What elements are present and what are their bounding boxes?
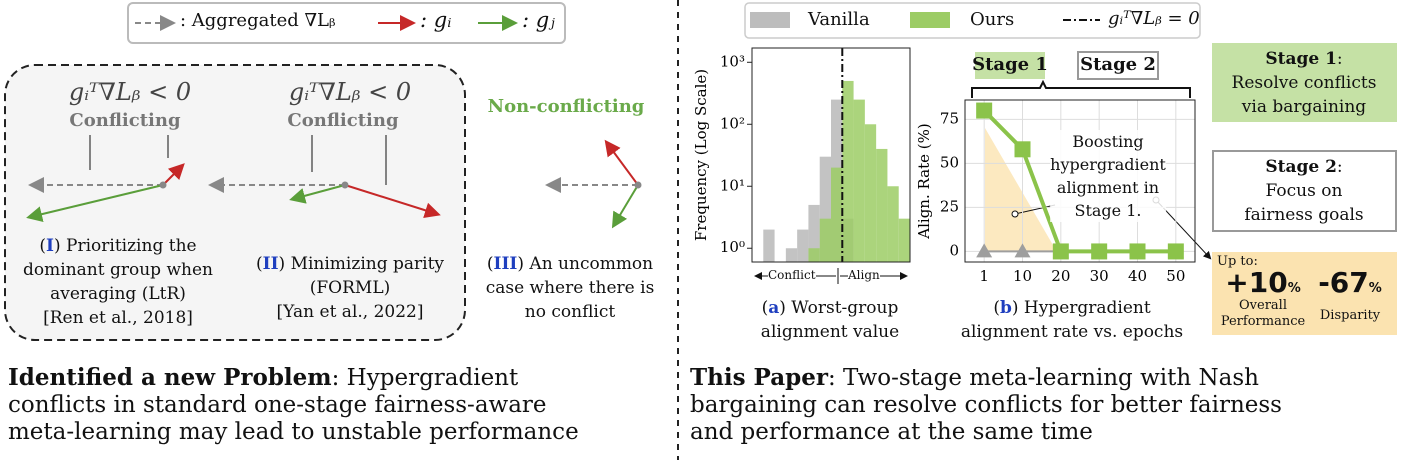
plot-frame (751, 47, 911, 263)
paper-statement: This Paper: Two-stage meta-learning with… (690, 364, 1282, 445)
marker (1014, 141, 1031, 158)
stage-2-text: Stage 2: Focus on fairness goals (1244, 157, 1364, 225)
gain-value: -67% (1318, 266, 1382, 299)
legend-label: gᵢᵀ∇Lᵦ = 0 (1108, 8, 1200, 29)
gains-box (1212, 252, 1397, 335)
legend-label: Vanilla (808, 9, 870, 30)
case-3-vectors (545, 139, 642, 229)
stage-label: Stage 2 (1080, 54, 1156, 75)
hist-bar (853, 99, 865, 262)
y-axis-label: Align. Rate (%) (915, 123, 933, 239)
hist-bar (763, 229, 775, 262)
x-tick-label: 20 (1051, 267, 1070, 285)
stage-label: Stage 1 (972, 54, 1048, 75)
marker (1167, 243, 1184, 260)
y-tick-label: 50 (940, 153, 959, 171)
hist-bar (842, 80, 854, 262)
hist-caption: (a) Worst-group alignment value (760, 298, 900, 342)
hist-bar (819, 156, 831, 262)
legend-label: : gⱼ (522, 8, 555, 32)
condition: gᵢᵀ∇Lᵦ < 0 (68, 78, 192, 106)
legend-box (127, 2, 566, 44)
x-tick-label: 50 (1166, 267, 1185, 285)
case-label: Non-conflicting (487, 96, 645, 117)
hist-bar (808, 248, 820, 262)
condition: gᵢᵀ∇Lᵦ < 0 (288, 78, 412, 106)
y-tick-label: 10⁰ (720, 238, 745, 256)
x-tick-label: 10 (1013, 267, 1032, 285)
y-tick-label: 0 (949, 241, 959, 259)
hist-bar (898, 218, 910, 262)
problem-statement: Identified a new Problem: Hypergradient c… (8, 364, 579, 445)
case-caption: (II) Minimizing parity (FORML) [Yan et al.… (255, 254, 445, 322)
stage-bracket (971, 79, 1191, 98)
hist-bar (831, 167, 843, 262)
stage-1-box (1212, 43, 1397, 122)
plot-frame (964, 99, 1196, 263)
case-1-vectors (26, 135, 185, 222)
line-caption: (b) Hypergradient alignment rate vs. epoc… (960, 298, 1184, 342)
stage-1-text: Stage 1: Resolve conflicts via bargaining (1231, 49, 1377, 117)
hist-bar (819, 218, 831, 262)
legend-swatch (910, 12, 950, 28)
annotation: Boosting hypergradient alignment in Stage 1… (1050, 130, 1166, 222)
marker (1052, 243, 1069, 260)
hist-bar (864, 124, 877, 262)
y-tick-label: 10² (720, 114, 745, 132)
marker (976, 243, 993, 258)
case-caption: (I) Prioritizing the dominant group when a… (23, 236, 213, 328)
legend-label: Ours (970, 9, 1015, 30)
x-tick-label: 30 (1090, 267, 1109, 285)
case-caption: (III) An uncommon case where there is no c… (485, 254, 655, 322)
hist-x-label: Align (848, 268, 880, 282)
gain-label: Disparity (1319, 308, 1381, 323)
hist-bar (876, 148, 888, 262)
marker (1091, 243, 1108, 260)
hist-bar (808, 204, 820, 262)
hist-bar (797, 229, 809, 262)
x-tick-label: 1 (979, 267, 989, 285)
legend-box (744, 2, 1201, 39)
marker (1129, 243, 1146, 260)
stage-2-box (1212, 150, 1397, 232)
hist-x-label: Conflict (768, 268, 816, 282)
y-tick-label: 25 (940, 197, 959, 215)
legend-label: : gᵢ (420, 8, 452, 32)
marker (976, 102, 993, 119)
stage-2-tag (1077, 51, 1159, 80)
legend-label: : Aggregated ∇Lᵦ (180, 10, 336, 31)
gain-value: +10% (1225, 266, 1301, 299)
y-axis-label: Frequency (Log Scale) (692, 69, 710, 241)
stage-1-tag (975, 52, 1045, 79)
highlight-area (985, 128, 1057, 252)
x-tick-label: 40 (1128, 267, 1147, 285)
case-label: Conflicting (287, 110, 399, 131)
hist-bar (785, 248, 798, 262)
case-2-vectors (208, 135, 441, 219)
conflict-box (4, 64, 466, 341)
hist-bar (887, 186, 899, 262)
legend-swatch (750, 12, 790, 28)
marker (1014, 243, 1031, 258)
gain-label: Overall Performance (1220, 298, 1306, 329)
y-tick-label: 10³ (720, 52, 745, 70)
case-label: Conflicting (69, 110, 181, 131)
gains-prefix: Up to: (1217, 254, 1258, 269)
y-tick-label: 10¹ (720, 176, 745, 194)
y-tick-label: 75 (940, 109, 959, 127)
